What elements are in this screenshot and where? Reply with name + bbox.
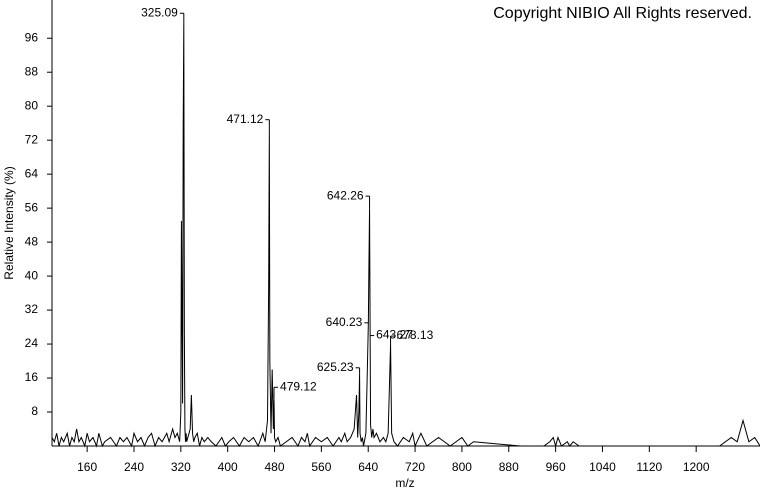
x-tick-label: 960 bbox=[546, 460, 566, 474]
x-tick-label: 480 bbox=[265, 460, 285, 474]
y-tick-label: 88 bbox=[25, 64, 39, 78]
y-tick-label: 64 bbox=[25, 166, 39, 180]
x-tick-label: 800 bbox=[452, 460, 472, 474]
x-tick-label: 1120 bbox=[636, 460, 662, 474]
peak-label: 471.12 bbox=[227, 112, 264, 126]
x-tick-label: 160 bbox=[77, 460, 97, 474]
y-tick-label: 16 bbox=[25, 370, 39, 384]
spectrum-line bbox=[51, 21, 760, 448]
y-tick-label: 96 bbox=[25, 30, 39, 44]
x-tick-label: 720 bbox=[405, 460, 425, 474]
y-tick-label: 48 bbox=[25, 234, 39, 248]
x-tick-label: 640 bbox=[358, 460, 378, 474]
x-tick-label: 560 bbox=[311, 460, 331, 474]
peak-label: 678.13 bbox=[397, 328, 434, 342]
y-tick-label: 32 bbox=[25, 302, 39, 316]
y-axis-title: Relative Intensity (%) bbox=[2, 166, 16, 279]
peak-label: 325.09 bbox=[141, 5, 178, 19]
peak-label: 642.26 bbox=[327, 188, 364, 202]
y-tick-label: 80 bbox=[25, 98, 39, 112]
x-tick-label: 400 bbox=[218, 460, 238, 474]
x-axis-title: m/z bbox=[395, 476, 414, 490]
peak-label: 643.27 bbox=[376, 328, 413, 342]
peak-label: 479.12 bbox=[280, 379, 317, 393]
x-tick-label: 1040 bbox=[589, 460, 616, 474]
y-tick-label: 56 bbox=[25, 200, 39, 214]
y-tick-label: 40 bbox=[25, 268, 39, 282]
x-tick-label: 880 bbox=[499, 460, 519, 474]
y-tick-label: 24 bbox=[25, 336, 39, 350]
copyright: Copyright NIBIO All Rights reserved. bbox=[493, 5, 752, 22]
x-tick-label: 320 bbox=[171, 460, 191, 474]
peak-label: 640.23 bbox=[326, 315, 363, 329]
x-tick-label: 240 bbox=[124, 460, 144, 474]
y-tick-label: 8 bbox=[31, 404, 38, 418]
x-tick-label: 1200 bbox=[683, 460, 710, 474]
peak-label: 625.23 bbox=[317, 360, 354, 374]
y-tick-label: 72 bbox=[25, 132, 39, 146]
